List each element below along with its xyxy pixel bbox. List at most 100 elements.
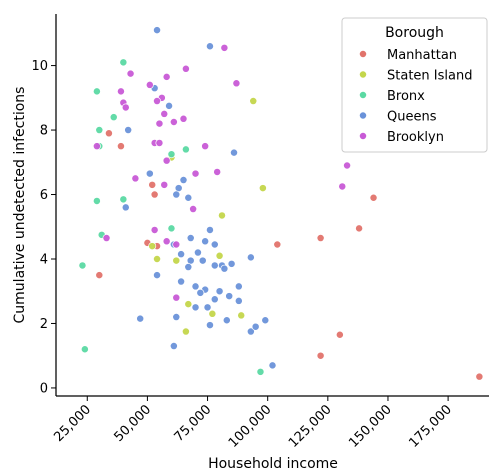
y-tick-label: 0 [40,381,48,396]
data-point [268,361,277,370]
data-point [338,182,347,191]
data-point [104,129,113,138]
y-tick-label: 4 [40,252,48,267]
data-point [184,193,193,202]
data-point [150,226,159,234]
y-ticks: 0 2 4 6 8 10 [31,59,56,396]
data-point [172,293,181,302]
y-tick-label: 8 [40,124,48,139]
legend-label: Manhattan [387,48,457,63]
data-point [179,114,188,123]
data-point [172,313,181,321]
data-point [203,303,212,312]
legend-label: Staten Island [387,69,472,84]
data-point [189,205,198,213]
data-point [162,156,171,165]
data-point [95,271,104,280]
data-point [251,322,260,331]
y-tick-label: 10 [31,59,48,74]
data-point [136,314,145,323]
legend-marker [359,111,367,120]
data-point [225,292,234,301]
data-point [179,176,188,184]
data-point [119,195,128,204]
data-point [369,193,378,202]
data-point [193,248,202,257]
x-tick-label: 25,000 [51,402,94,445]
data-point [316,234,325,242]
legend-marker [359,91,367,99]
data-point [198,256,207,265]
points-layer [78,26,484,381]
legend-label: Brooklyn [387,130,444,145]
data-point [155,119,164,128]
data-point [121,103,130,112]
data-point [196,288,205,297]
data-point [116,87,125,96]
data-point [206,321,214,330]
data-point [261,316,270,325]
legend-label: Queens [387,110,437,125]
data-point [316,351,325,360]
data-point [230,148,238,157]
legend-marker [359,50,367,58]
data-point [246,327,255,336]
data-point [186,234,195,242]
data-point [162,237,171,246]
data-point [148,242,157,251]
data-point [234,282,243,291]
data-point [80,345,89,354]
legend-title: Borough [385,25,444,41]
data-point [153,26,161,35]
x-tick-label: 125,000 [286,402,335,451]
data-point [121,203,130,212]
legend-frame [341,17,488,153]
data-point [249,97,258,105]
data-point [191,303,200,312]
data-point [172,190,181,199]
data-point [222,316,231,325]
data-point [215,251,224,260]
data-point [215,287,224,296]
data-point [162,72,171,81]
data-point [210,240,219,249]
data-point [153,255,161,263]
x-tick-label: 150,000 [346,402,395,451]
data-point [155,138,164,147]
data-point [256,367,265,376]
data-point [145,80,154,89]
legend-marker [359,70,367,79]
data-point [92,87,101,96]
data-point [102,234,111,242]
x-tick-label: 175,000 [406,402,455,451]
legend: Borough Manhattan Staten Island Bronx Queen… [341,17,488,153]
data-point [335,330,344,339]
data-point [172,256,181,265]
x-tick-label: 100,000 [226,402,275,451]
data-point [213,168,222,176]
data-point [145,169,154,178]
data-point [227,259,236,268]
data-point [78,261,87,270]
y-tick-label: 2 [40,317,48,332]
data-point [273,240,282,249]
x-axis-label: Household income [208,456,338,472]
data-point [191,282,200,291]
data-point [160,180,169,189]
data-point [206,226,214,234]
data-point [169,342,178,350]
data-point [181,64,190,73]
data-point [167,224,176,233]
data-point [210,261,219,270]
data-point [148,180,157,189]
data-point [177,250,186,259]
y-tick-label: 6 [40,188,48,203]
data-point [201,237,210,246]
data-point [206,42,214,51]
data-point [124,126,133,135]
data-point [210,295,219,304]
data-point [160,109,169,118]
data-point [131,174,140,183]
legend-marker [359,132,367,140]
x-tick-label: 50,000 [111,402,154,445]
